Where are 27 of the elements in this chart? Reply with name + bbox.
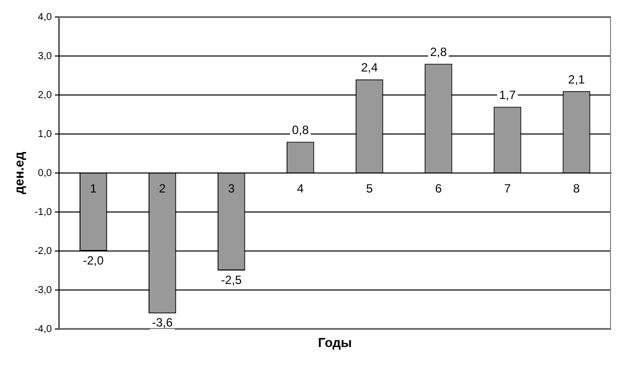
- data-label: -2,0: [83, 253, 104, 268]
- y-axis-title: ден.ед: [11, 151, 26, 194]
- y-tick-label: -3,0: [34, 284, 52, 296]
- x-axis-title: Годы: [318, 335, 352, 350]
- data-label: -3,6: [152, 316, 174, 330]
- x-tick-label: 8: [573, 182, 580, 196]
- y-tick-label: -4,0: [34, 324, 52, 335]
- x-tick-label: 7: [504, 182, 512, 196]
- data-label: 1,7: [499, 88, 516, 102]
- x-tick-label: 2: [159, 182, 166, 196]
- data-label: 2,4: [361, 60, 378, 75]
- y-tick-label: -2,0: [34, 246, 52, 257]
- y-tick-label: 2,0: [38, 90, 52, 101]
- y-tick-label: -1,0: [34, 206, 52, 218]
- data-label: 2,1: [568, 72, 586, 86]
- y-tick-label: 3,0: [38, 50, 52, 62]
- data-label: 0,8: [292, 123, 310, 138]
- y-tick-label: 0,0: [38, 168, 52, 179]
- y-tick-label: 1,0: [38, 128, 52, 140]
- x-tick-label: 5: [366, 182, 374, 196]
- x-tick-label: 3: [228, 182, 236, 196]
- y-tick-label: 4,0: [38, 12, 52, 23]
- data-label: 2,8: [430, 45, 448, 60]
- x-tick-label: 1: [90, 182, 97, 196]
- x-tick-label: 4: [297, 182, 304, 196]
- x-tick-label: 6: [435, 182, 442, 196]
- data-label: -2,5: [221, 272, 242, 287]
